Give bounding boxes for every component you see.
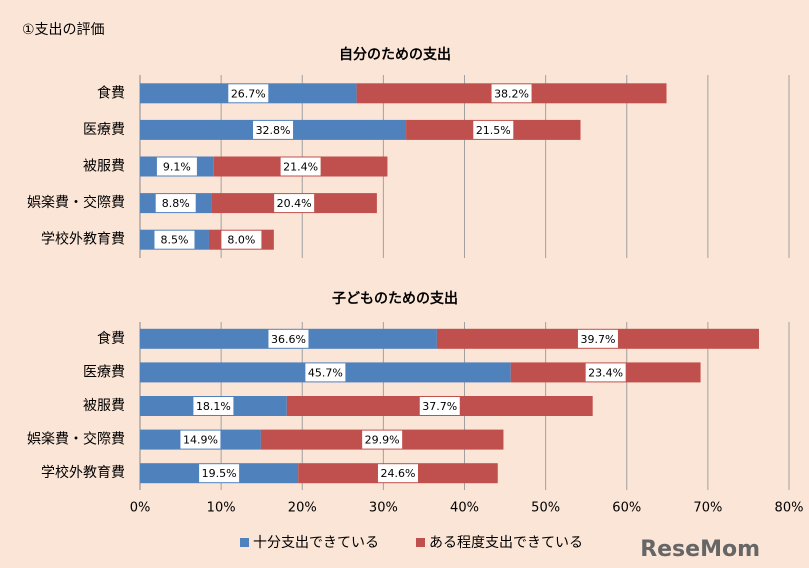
- value-label-bg: [280, 157, 321, 176]
- y-tick-label: 娯楽費・交際費: [27, 194, 125, 211]
- legend-label: ある程度支出できている: [429, 535, 583, 551]
- x-tick-label: 30%: [369, 501, 398, 516]
- value-label: 21.5%: [476, 124, 511, 137]
- legend-swatch: [240, 538, 249, 547]
- watermark: ReseMom: [640, 537, 760, 562]
- chart-title: 自分のための支出: [339, 46, 451, 63]
- value-label-bg: [221, 230, 262, 249]
- y-tick-label: 被服費: [83, 398, 125, 414]
- x-tick-label: 10%: [207, 501, 236, 516]
- y-tick-label: 医療費: [83, 363, 125, 380]
- y-tick-label: 食費: [97, 84, 125, 101]
- y-tick-label: 医療費: [83, 121, 125, 138]
- value-label: 38.2%: [494, 87, 529, 100]
- page-heading: ①支出の評価: [22, 22, 105, 38]
- value-label: 24.6%: [381, 467, 416, 480]
- value-label-bg: [199, 464, 240, 483]
- value-label-bg: [577, 329, 618, 348]
- value-label: 8.8%: [162, 197, 190, 210]
- value-label: 36.6%: [271, 333, 306, 346]
- x-tick-label: 50%: [531, 501, 560, 516]
- value-label: 9.1%: [163, 161, 191, 174]
- value-label-bg: [362, 430, 403, 449]
- x-tick-label: 20%: [288, 501, 317, 516]
- value-label-bg: [585, 363, 626, 382]
- x-tick-label: 40%: [450, 501, 479, 516]
- y-tick-label: 食費: [97, 330, 125, 347]
- value-label: 37.7%: [422, 400, 457, 413]
- value-label-bg: [268, 329, 309, 348]
- value-label-bg: [377, 464, 418, 483]
- value-label-bg: [228, 84, 269, 103]
- value-label: 39.7%: [580, 333, 615, 346]
- value-label-bg: [419, 397, 460, 415]
- x-tick-label: 0%: [130, 501, 151, 516]
- value-label: 29.9%: [365, 434, 400, 447]
- y-tick-label: 学校外教育費: [41, 464, 125, 481]
- x-tick-label: 60%: [612, 501, 641, 516]
- value-label-bg: [193, 397, 234, 415]
- x-tick-label: 80%: [775, 501, 804, 516]
- value-label-bg: [491, 84, 532, 103]
- value-label: 26.7%: [231, 87, 266, 100]
- value-label: 8.5%: [161, 234, 189, 247]
- y-tick-label: 被服費: [83, 159, 125, 175]
- value-label-bg: [253, 120, 294, 139]
- legend-label: 十分支出できている: [253, 535, 379, 551]
- value-label: 14.9%: [183, 434, 218, 447]
- value-label: 45.7%: [308, 366, 343, 379]
- value-label-bg: [180, 430, 221, 449]
- value-label: 23.4%: [588, 366, 623, 379]
- chart-title: 子どものための支出: [332, 290, 458, 307]
- y-tick-label: 学校外教育費: [41, 231, 125, 248]
- y-tick-label: 娯楽費・交際費: [27, 431, 125, 448]
- value-label: 32.8%: [256, 124, 291, 137]
- value-label: 20.4%: [277, 197, 312, 210]
- value-label: 19.5%: [202, 467, 237, 480]
- value-label-bg: [154, 230, 195, 249]
- value-label: 18.1%: [196, 400, 231, 413]
- value-label-bg: [473, 120, 514, 139]
- value-label-bg: [274, 194, 315, 213]
- legend-swatch: [416, 538, 425, 547]
- x-tick-label: 70%: [693, 501, 722, 516]
- value-label-bg: [155, 194, 196, 213]
- value-label-bg: [305, 363, 346, 382]
- value-label: 21.4%: [283, 161, 318, 174]
- value-label-bg: [156, 157, 197, 176]
- value-label: 8.0%: [227, 234, 255, 247]
